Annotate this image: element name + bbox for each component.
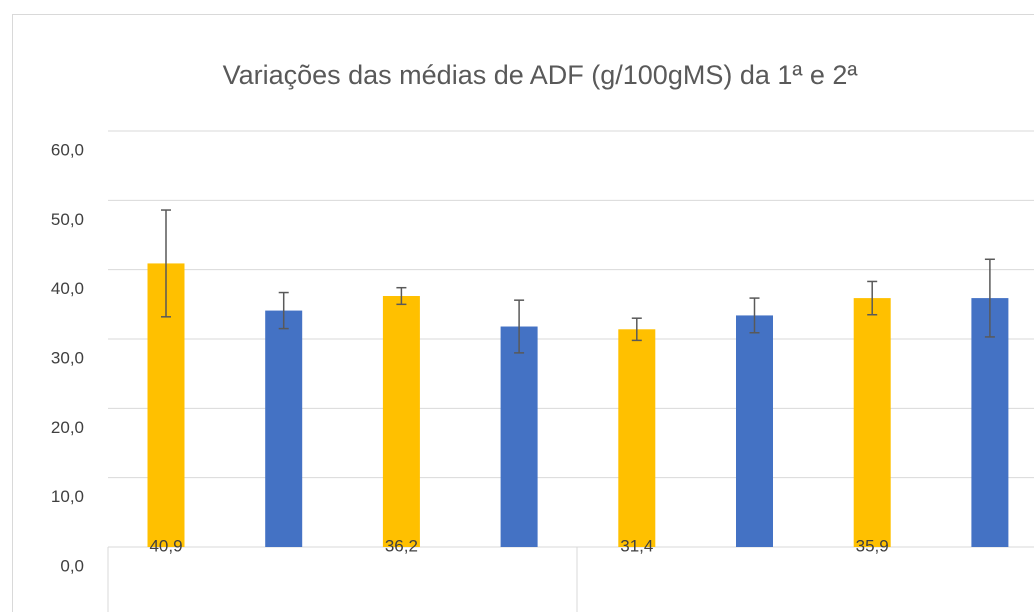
chart-title: Variações das médias de ADF (g/100gMS) d… [222, 60, 858, 90]
y-tick-label: 40,0 [51, 279, 84, 298]
data-label: 31,4 [620, 536, 653, 555]
bar [971, 298, 1009, 547]
y-tick-label: 10,0 [51, 487, 84, 506]
y-tick-label: 60,0 [51, 140, 84, 159]
bar [265, 310, 303, 547]
bar [382, 296, 420, 547]
data-label: 40,9 [149, 536, 182, 555]
chart-border [12, 14, 1034, 612]
data-label: 35,9 [856, 536, 889, 555]
bar [500, 326, 538, 547]
bar [618, 329, 656, 547]
y-tick-label: 0,0 [60, 556, 84, 575]
y-tick-label: 30,0 [51, 348, 84, 367]
y-tick-label: 20,0 [51, 418, 84, 437]
bar [736, 315, 773, 547]
data-label: 36,2 [385, 536, 418, 555]
y-tick-label: 50,0 [51, 210, 84, 229]
bar [853, 298, 891, 547]
